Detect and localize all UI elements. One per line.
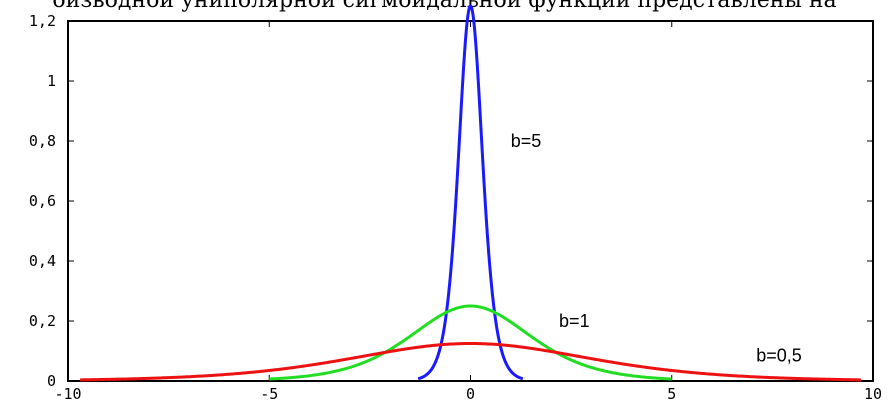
y-tick-label: 1,2 (29, 12, 56, 30)
y-tick-label: 0 (47, 372, 56, 390)
series-line-b-5 (416, 4, 525, 381)
x-tick-label: -10 (54, 385, 81, 403)
caption-text: оизводной униполярной сигмоидальной функ… (52, 0, 837, 13)
x-tick-label: 5 (667, 385, 676, 403)
y-tick-label: 1 (47, 72, 56, 90)
y-tick-label: 0,2 (29, 312, 56, 330)
x-tick-label: -5 (260, 385, 278, 403)
series-label: b=5 (511, 131, 542, 151)
tick-labels: -10 -5 0 5 10 0 0,2 0,4 0,6 0,8 1 1,2 (29, 12, 882, 403)
series-line-b-1 (268, 304, 673, 381)
plot-frame (67, 20, 874, 382)
x-tick-label: 0 (466, 385, 475, 403)
series-annotations: b=5 b=1 b=0,5 (511, 131, 802, 366)
y-tick-label: 0,8 (29, 132, 56, 150)
series-line-b-0-5 (80, 342, 861, 382)
series-label: b=1 (559, 311, 590, 331)
y-tick-label: 0,6 (29, 192, 56, 210)
axis-ticks (67, 20, 874, 382)
x-tick-label: 10 (864, 385, 882, 403)
series-lines (80, 4, 861, 382)
y-tick-label: 0,4 (29, 252, 56, 270)
series-label: b=0,5 (756, 346, 802, 366)
